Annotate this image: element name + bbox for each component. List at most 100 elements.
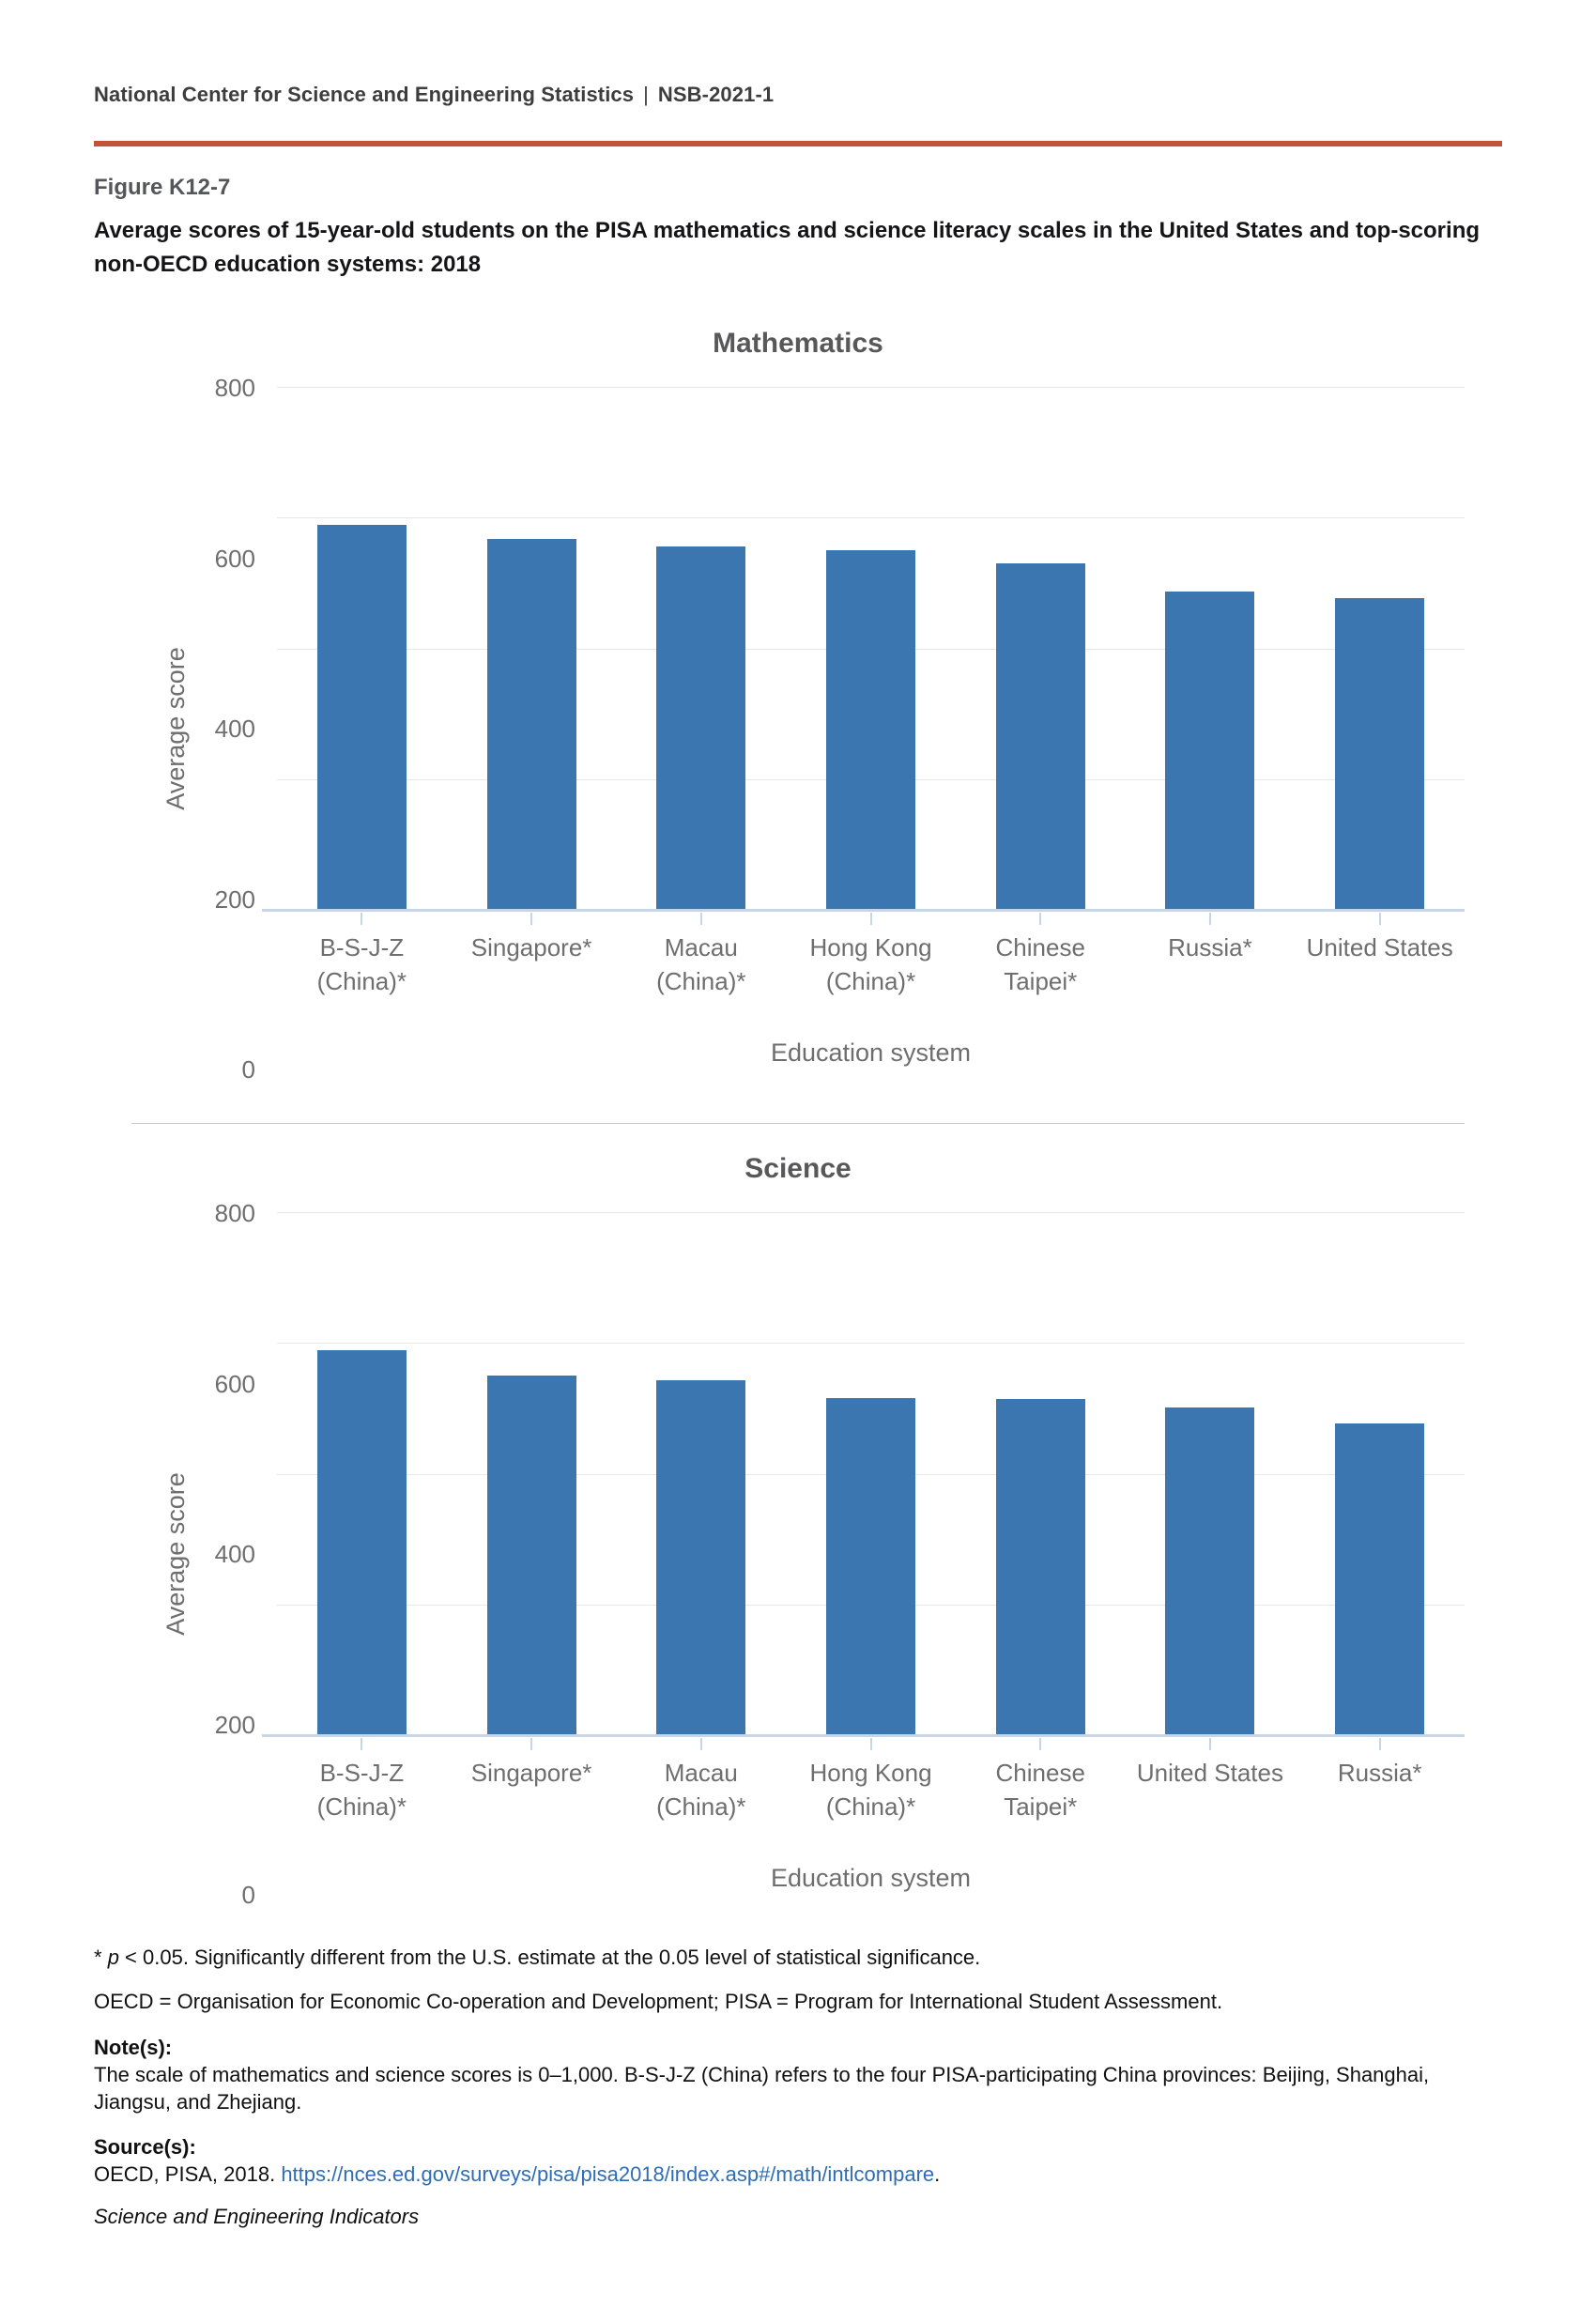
tick-slot xyxy=(956,911,1126,926)
bar-b-s-j-z xyxy=(316,524,407,911)
x-ticks-row xyxy=(277,911,1465,926)
bar-russia- xyxy=(1165,592,1255,911)
category-label: United States xyxy=(1136,1759,1283,1787)
y-tick-label: 800 xyxy=(214,374,255,402)
footnotes: * p < 0.05. Significantly different from… xyxy=(94,1944,1502,2230)
tick-slot xyxy=(616,911,786,926)
category-label: B-S-J-Z (China)* xyxy=(316,933,407,995)
category-labels: B-S-J-Z (China)* Singapore* Macau (China)* Ho… xyxy=(277,1756,1465,1823)
y-tick-label: 200 xyxy=(214,884,255,914)
bar-slot xyxy=(616,1213,786,1736)
bar-singapore- xyxy=(486,538,576,911)
category-label: Macau (China)* xyxy=(656,933,746,995)
bar-slot xyxy=(786,1213,956,1736)
notes-heading: Note(s): xyxy=(94,2036,173,2059)
x-axis-title: Education system xyxy=(770,1864,972,1892)
x-tick-mark xyxy=(1378,913,1381,925)
category-label: Hong Kong (China)* xyxy=(809,933,932,995)
y-axis-title: Average score xyxy=(161,647,190,810)
chart-title-science: Science xyxy=(744,1153,852,1184)
bar-united-states xyxy=(1335,598,1425,911)
y-tick-label: 400 xyxy=(214,1540,255,1568)
notes-text: The scale of mathematics and science sco… xyxy=(94,2063,1430,2114)
p-symbol: p xyxy=(107,1946,119,1969)
header-separator: | xyxy=(643,83,649,106)
category-label: Macau (China)* xyxy=(656,1759,746,1821)
y-tick-label: 200 xyxy=(214,1710,255,1739)
accent-rule xyxy=(94,141,1502,146)
category-label: Singapore* xyxy=(470,933,592,961)
x-ticks-row xyxy=(277,1736,1465,1751)
source-heading: Source(s): xyxy=(94,2135,196,2159)
bars-layer xyxy=(277,1213,1465,1736)
y-axis-gutter: Average score 0 200 400 600 800 xyxy=(94,376,277,1082)
x-tick-mark xyxy=(699,913,702,925)
bar-b-s-j-z xyxy=(316,1350,407,1736)
bar-slot xyxy=(1295,388,1465,911)
tick-slot xyxy=(1295,911,1465,926)
x-tick-mark xyxy=(699,1738,702,1750)
chart-plot-mathematics: Average score 0 200 400 600 800 B-S-J-Z (China)… xyxy=(94,376,1502,1082)
x-tick-mark xyxy=(1378,1738,1381,1750)
y-tick-label: 800 xyxy=(214,1199,255,1227)
y-axis-gutter: Average score 0 200 400 600 800 xyxy=(94,1201,277,1907)
figure-title: Average scores of 15-year-old students o… xyxy=(94,218,1481,277)
x-axis-line xyxy=(262,1734,1465,1737)
gridline xyxy=(277,1343,1465,1345)
bar-chinese xyxy=(995,1398,1085,1736)
tick-slot xyxy=(616,1736,786,1751)
plot-column: B-S-J-Z (China)* Singapore* Macau (China)* Ho… xyxy=(262,387,1465,1069)
x-tick-mark xyxy=(1039,1738,1042,1750)
y-tick-label: 600 xyxy=(214,1369,255,1398)
x-tick-mark xyxy=(530,1738,533,1750)
tick-slot xyxy=(786,911,956,926)
document-header: National Center for Science and Engineer… xyxy=(94,0,1502,107)
figure-label: Figure K12-7 xyxy=(94,175,231,200)
category-label: Chinese Taipei* xyxy=(995,1759,1085,1821)
bar-hong-kong xyxy=(826,1398,916,1736)
category-label: B-S-J-Z (China)* xyxy=(316,1759,407,1821)
x-axis-title: Education system xyxy=(770,1038,972,1067)
x-tick-mark xyxy=(1208,1738,1211,1750)
plot-column: B-S-J-Z (China)* Singapore* Macau (China)* Ho… xyxy=(262,1212,1465,1895)
bar-slot xyxy=(447,1213,617,1736)
plot-area xyxy=(262,1212,1465,1737)
x-tick-mark xyxy=(1039,913,1042,925)
tick-slot xyxy=(447,1736,617,1751)
y-tick-label: 0 xyxy=(241,1055,255,1084)
bar-united-states xyxy=(1165,1407,1255,1736)
x-tick-mark xyxy=(361,913,363,925)
tick-slot xyxy=(1295,1736,1465,1751)
bar-slot xyxy=(956,1213,1126,1736)
gridline xyxy=(277,387,1465,388)
bar-chinese xyxy=(995,563,1085,911)
bar-slot xyxy=(786,388,956,911)
bar-russia- xyxy=(1335,1423,1425,1736)
y-tick-label: 400 xyxy=(214,715,255,743)
tick-slot xyxy=(277,1736,447,1751)
abbreviation-note: OECD = Organisation for Economic Co-oper… xyxy=(94,1990,1223,2013)
org-name: National Center for Science and Engineer… xyxy=(94,83,635,106)
bar-slot xyxy=(1295,1213,1465,1736)
category-label: Russia* xyxy=(1337,1759,1422,1787)
source-link[interactable]: https://nces.ed.gov/surveys/pisa/pisa201… xyxy=(281,2162,935,2186)
source-line: OECD, PISA, 2018. https://nces.ed.gov/su… xyxy=(94,2162,941,2186)
tick-slot xyxy=(956,1736,1126,1751)
x-tick-mark xyxy=(1208,913,1211,925)
report-id: NSB-2021-1 xyxy=(657,83,775,106)
x-tick-mark xyxy=(530,913,533,925)
bars-layer xyxy=(277,388,1465,911)
tick-slot xyxy=(1126,911,1296,926)
tick-slot xyxy=(786,1736,956,1751)
tick-slot xyxy=(277,911,447,926)
bar-hong-kong xyxy=(826,550,916,911)
tick-slot xyxy=(1126,1736,1296,1751)
bar-slot xyxy=(616,388,786,911)
bar-slot xyxy=(447,388,617,911)
plot-area xyxy=(262,387,1465,912)
y-axis-title: Average score xyxy=(161,1472,190,1636)
chart-plot-science: Average score 0 200 400 600 800 B-S-J-Z (China)… xyxy=(94,1201,1502,1907)
bar-slot xyxy=(277,388,447,911)
chart-mathematics: Mathematics Average score 0 200 400 600 800 B-… xyxy=(94,327,1502,1082)
